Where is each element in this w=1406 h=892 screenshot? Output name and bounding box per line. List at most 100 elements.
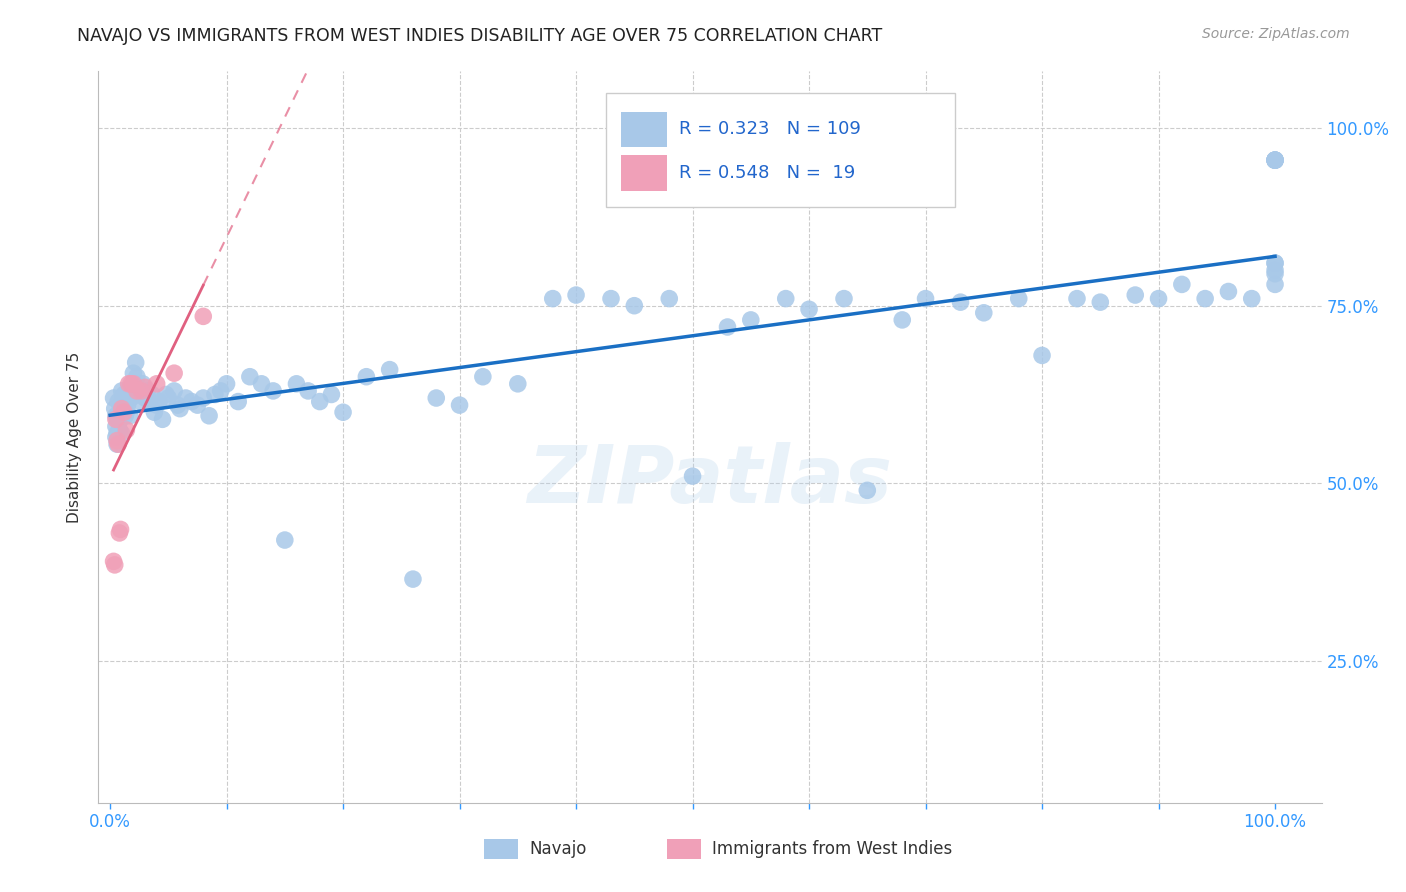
Point [1264, 153, 1286, 168]
Point [658, 292, 681, 306]
Point [1264, 153, 1286, 168]
Point [124, 376, 146, 391]
Point [1008, 292, 1031, 306]
Point [129, 394, 152, 409]
Point [131, 376, 153, 391]
Point [112, 387, 135, 401]
Point [623, 299, 645, 313]
Point [1031, 348, 1053, 362]
Text: Navajo: Navajo [529, 840, 586, 858]
Point [143, 405, 166, 419]
Point [155, 387, 177, 401]
Point [1240, 292, 1263, 306]
Point [108, 405, 131, 419]
Point [103, 554, 125, 568]
Point [1264, 263, 1286, 277]
Point [378, 362, 401, 376]
Point [166, 398, 188, 412]
Point [1218, 285, 1240, 299]
Point [716, 320, 738, 334]
Point [193, 310, 215, 324]
Point [145, 376, 167, 391]
Point [949, 295, 972, 310]
Point [1090, 295, 1112, 310]
Point [107, 394, 129, 409]
Point [1264, 153, 1286, 168]
Text: NAVAJO VS IMMIGRANTS FROM WEST INDIES DISABILITY AGE OVER 75 CORRELATION CHART: NAVAJO VS IMMIGRANTS FROM WEST INDIES DI… [77, 27, 883, 45]
Point [1171, 277, 1194, 292]
Point [1147, 292, 1170, 306]
Point [163, 384, 186, 398]
Y-axis label: Disability Age Over 75: Disability Age Over 75 [67, 351, 83, 523]
Point [115, 405, 138, 419]
Point [262, 384, 284, 398]
Point [425, 391, 447, 405]
Point [506, 376, 529, 391]
Point [832, 292, 855, 306]
Point [321, 387, 343, 401]
Point [1264, 256, 1286, 270]
Point [1194, 292, 1216, 306]
Point [180, 394, 202, 409]
Text: ZIPatlas: ZIPatlas [527, 442, 893, 520]
Text: Immigrants from West Indies: Immigrants from West Indies [713, 840, 953, 858]
Point [125, 369, 148, 384]
Point [1264, 153, 1286, 168]
Point [120, 380, 142, 394]
Point [136, 384, 159, 398]
Point [111, 426, 134, 441]
Point [356, 369, 378, 384]
Point [104, 419, 127, 434]
Point [107, 412, 129, 426]
Bar [484, 838, 517, 859]
Point [174, 391, 197, 405]
Point [131, 384, 153, 398]
Point [285, 376, 308, 391]
Point [111, 409, 134, 423]
Point [1066, 292, 1088, 306]
Point [125, 355, 148, 369]
Point [169, 401, 191, 416]
Point [117, 398, 139, 412]
Bar [668, 838, 702, 859]
Point [120, 376, 142, 391]
Point [105, 437, 128, 451]
Text: R = 0.548   N =  19: R = 0.548 N = 19 [679, 164, 856, 182]
Point [122, 366, 145, 380]
Point [1264, 256, 1286, 270]
Point [1264, 153, 1286, 168]
Point [104, 430, 127, 444]
Point [600, 292, 623, 306]
Point [973, 306, 995, 320]
Point [193, 391, 215, 405]
Text: R = 0.323   N = 109: R = 0.323 N = 109 [679, 120, 862, 138]
Point [471, 369, 494, 384]
Point [104, 412, 127, 426]
Text: Source: ZipAtlas.com: Source: ZipAtlas.com [1202, 27, 1350, 41]
Point [125, 384, 148, 398]
Point [274, 533, 297, 547]
Point [891, 313, 914, 327]
Point [114, 394, 136, 409]
Point [110, 522, 132, 536]
Point [134, 380, 156, 394]
Point [250, 376, 273, 391]
Point [112, 405, 135, 419]
Point [111, 401, 134, 416]
Bar [620, 112, 668, 146]
Point [215, 376, 238, 391]
Point [157, 391, 180, 405]
Point [111, 391, 134, 405]
Point [402, 572, 425, 586]
Point [110, 398, 132, 412]
Point [856, 483, 879, 498]
Point [740, 313, 762, 327]
Point [105, 434, 128, 448]
Point [108, 423, 131, 437]
Point [104, 558, 127, 572]
Point [118, 409, 141, 423]
Point [914, 292, 936, 306]
Point [239, 369, 262, 384]
Point [204, 387, 226, 401]
Point [209, 384, 232, 398]
